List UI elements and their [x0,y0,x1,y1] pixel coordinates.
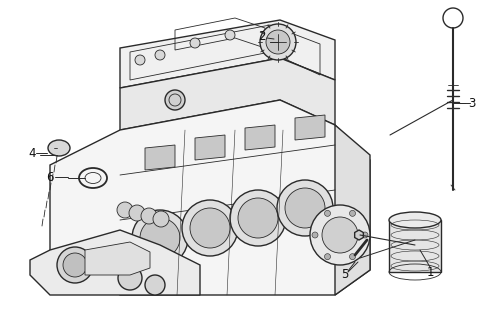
Polygon shape [335,125,370,295]
Circle shape [63,253,87,277]
Polygon shape [120,58,335,130]
Circle shape [238,198,278,238]
Circle shape [117,202,133,218]
Circle shape [230,190,286,246]
Text: 2: 2 [258,29,266,43]
Circle shape [135,55,145,65]
Polygon shape [30,230,200,295]
Circle shape [266,30,290,54]
Polygon shape [355,230,363,240]
Text: 5: 5 [341,268,349,281]
Polygon shape [145,145,175,170]
Circle shape [277,180,333,236]
Circle shape [260,24,296,60]
Polygon shape [295,115,325,140]
Circle shape [325,254,331,260]
Circle shape [312,232,318,238]
Text: 6: 6 [46,171,54,183]
Circle shape [118,266,142,290]
Circle shape [141,208,157,224]
Circle shape [165,90,185,110]
Circle shape [349,210,355,216]
Circle shape [190,38,200,48]
Text: 1: 1 [426,267,434,279]
Polygon shape [389,220,441,272]
Circle shape [325,210,331,216]
Circle shape [153,211,169,227]
Circle shape [310,205,370,265]
Circle shape [190,208,230,248]
Circle shape [145,275,165,295]
Circle shape [362,232,368,238]
Circle shape [182,200,238,256]
Circle shape [132,210,188,266]
Circle shape [285,188,325,228]
Polygon shape [120,20,335,88]
Text: 3: 3 [468,97,476,109]
Circle shape [349,254,355,260]
Circle shape [140,218,180,258]
Circle shape [155,50,165,60]
Circle shape [322,217,358,253]
Polygon shape [85,242,150,275]
Ellipse shape [48,140,70,156]
Polygon shape [195,135,225,160]
Text: 4: 4 [28,147,36,159]
Circle shape [129,205,145,221]
Polygon shape [50,100,370,295]
Circle shape [225,30,235,40]
Circle shape [57,247,93,283]
Polygon shape [245,125,275,150]
Ellipse shape [389,212,441,228]
